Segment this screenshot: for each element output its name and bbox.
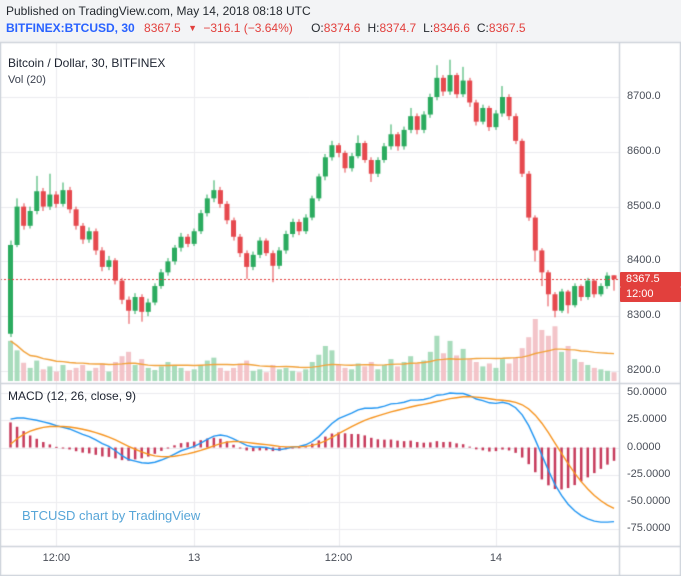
- price-tick-label: 8300.0: [627, 309, 661, 322]
- price-tick-label: 8700.0: [627, 90, 661, 102]
- price-tick-label: 8400.0: [627, 254, 661, 267]
- ohlc-value: 8374.7: [379, 21, 417, 35]
- macd-tick-label: -75.0000: [627, 522, 671, 535]
- macd-legend: MACD (12, 26, close, 9): [8, 389, 137, 403]
- ohlc-value: 8367.5: [488, 21, 526, 35]
- ohlc-value: 8346.6: [433, 21, 470, 35]
- symbol-line: BITFINEX:BTCUSD, 30 8367.5 ▼ −316.1 (−3.…: [6, 21, 526, 35]
- price-tick-label: 8200.0: [627, 364, 661, 376]
- time-tick-label: 14: [489, 552, 503, 564]
- ohlc-label: C:: [476, 21, 489, 35]
- ohlc-value: 8374.6: [323, 21, 361, 35]
- last-bar-time-badge: 12:00: [620, 287, 681, 303]
- price-axis[interactable]: 8700.0 8600.0 8500.0 8400.0 8300.0 8200.0: [620, 0, 681, 576]
- header: Published on TradingView.com, May 14, 20…: [0, 0, 681, 42]
- macd-tick-label: 0.0000: [627, 440, 661, 453]
- ohlc-values: O:8374.6 H:8374.7 L:8346.6 C:8367.5: [304, 21, 526, 35]
- ohlc-label: H:: [367, 21, 380, 35]
- time-tick-label: 12:00: [42, 552, 71, 564]
- volume-legend: Vol (20): [8, 74, 46, 86]
- price-change-text: −316.1 (−3.64%): [203, 21, 293, 35]
- macd-tick-label: 25.0000: [627, 413, 667, 426]
- down-arrow-icon: ▼: [188, 23, 197, 33]
- ohlc-label: O:: [311, 21, 324, 35]
- last-price-badge: 8367.5: [620, 272, 681, 288]
- macd-tick-label: -25.0000: [627, 467, 671, 480]
- symbol-name: BITFINEX:BTCUSD, 30: [6, 21, 135, 35]
- price-tick-label: 8600.0: [627, 144, 661, 157]
- tradingview-watermark-link[interactable]: BTCUSD chart by TradingView: [22, 508, 201, 523]
- price-tick-label: 8500.0: [627, 199, 661, 212]
- macd-axis[interactable]: 50.0000 25.0000 0.0000 -25.0000 -50.0000 -75.…: [620, 0, 681, 576]
- time-tick-label: 12:00: [324, 552, 353, 564]
- time-axis[interactable]: 12:00 13 12:00 14: [0, 546, 681, 576]
- main-series-legend: Bitcoin / Dollar, 30, BITFINEX: [8, 56, 166, 70]
- time-tick-label: 13: [188, 552, 201, 564]
- ohlc-label: L:: [423, 21, 434, 35]
- macd-tick-label: 50.0000: [627, 386, 667, 398]
- published-line: Published on TradingView.com, May 14, 20…: [6, 4, 311, 18]
- last-price-text: 8367.5: [144, 21, 181, 35]
- macd-tick-label: -50.0000: [627, 495, 671, 507]
